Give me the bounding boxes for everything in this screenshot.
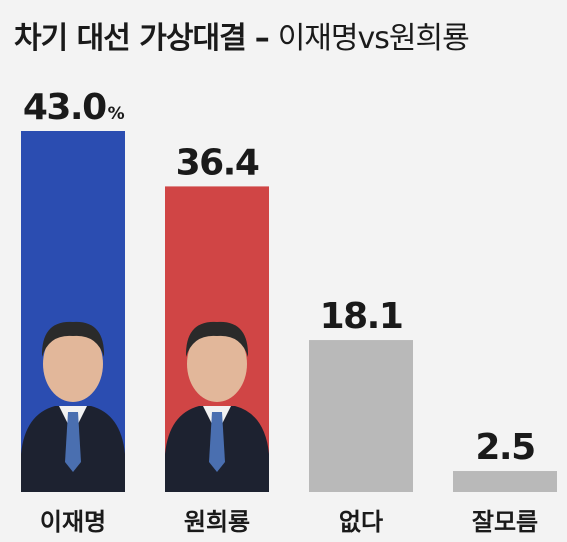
face-shape [187, 326, 247, 402]
title-dash: – [255, 21, 269, 56]
chart-title-main: 차기 대선 가상대결 [14, 21, 246, 56]
bar-3 [309, 340, 413, 492]
bar-value-label: 2.5 [475, 427, 534, 468]
bar-value-label: 43.0% [23, 87, 125, 128]
hair-shape [185, 321, 249, 357]
bar-value-label: 36.4 [176, 142, 259, 183]
bar-value-label: 18.1 [320, 296, 403, 337]
unit-label: % [108, 104, 125, 124]
tie-shape [209, 412, 225, 472]
bar-group: 43.0 % 이재명 36.4 원희룡 18.1 없다 2.5 잘모름 [21, 87, 557, 536]
face-shape [43, 326, 103, 402]
candidate-portrait [21, 321, 125, 492]
candidate-portrait [165, 321, 269, 492]
category-label: 잘모름 [472, 508, 538, 536]
chart-title: 차기 대선 가상대결 – 이재명vs원희룡 [14, 21, 469, 56]
category-label: 이재명 [40, 508, 106, 536]
candidate-photo [165, 321, 269, 492]
category-label: 원희룡 [184, 508, 250, 536]
tie-shape [65, 412, 81, 472]
hair-shape [41, 321, 105, 357]
bar-4 [453, 471, 557, 492]
chart-title-matchup: 이재명vs원희룡 [278, 21, 469, 56]
candidate-photo [21, 321, 125, 492]
category-label: 없다 [339, 508, 383, 536]
